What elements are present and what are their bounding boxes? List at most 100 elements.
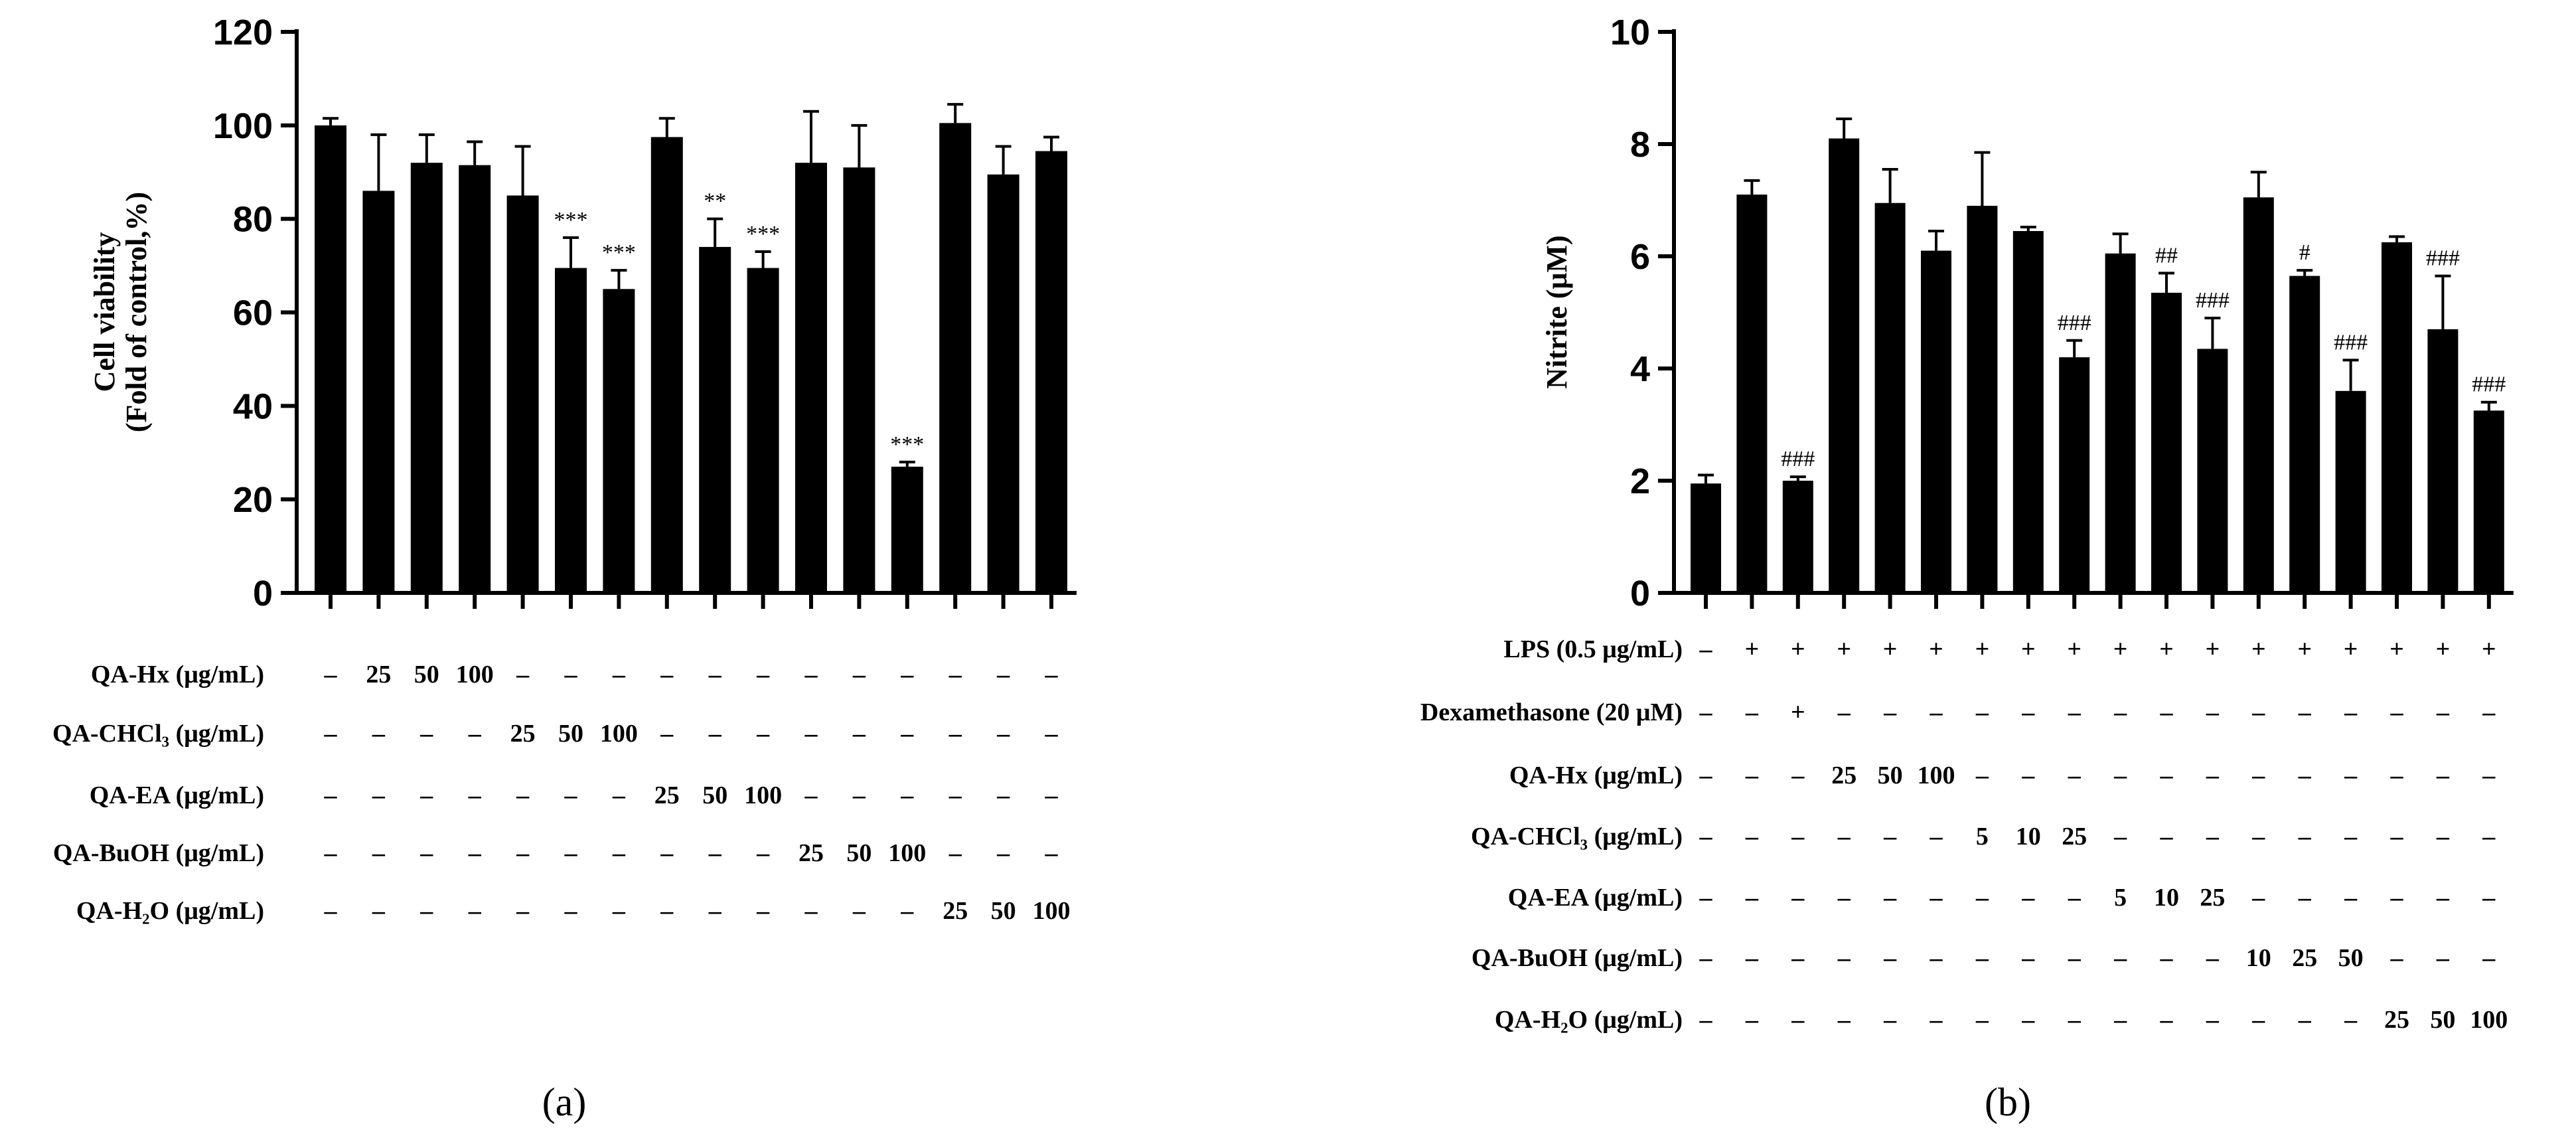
bar	[795, 163, 827, 593]
treatment-row-label: QA-Hx (μg/mL)	[1509, 762, 1683, 789]
treatment-cell: 100	[888, 839, 926, 867]
treatment-cell: –	[756, 661, 770, 689]
treatment-cell: +	[2021, 635, 2036, 663]
treatment-cell: –	[2251, 762, 2265, 789]
bar	[2427, 329, 2459, 593]
treatment-cell: –	[1975, 884, 1989, 912]
treatment-cell: –	[612, 781, 626, 809]
treatment-cell: –	[1745, 823, 1759, 851]
bar	[843, 167, 875, 594]
treatment-row-label: QA-CHCl₃ (μg/mL)	[1471, 823, 1683, 851]
treatment-cell: –	[1930, 944, 1943, 972]
treatment-cell: –	[516, 781, 530, 809]
y-axis-title: Nitrite (μM)	[1541, 235, 1573, 388]
treatment-cell: –	[1883, 823, 1897, 851]
treatment-cell: 10	[2016, 823, 2041, 851]
treatment-cell: 25	[366, 661, 391, 689]
treatment-cell: –	[900, 720, 914, 748]
y-tick-label: 8	[1630, 125, 1650, 165]
treatment-row-label: QA-BuOH (μg/mL)	[1472, 944, 1683, 972]
bar	[1921, 250, 1951, 593]
significance-marker: ###	[2334, 330, 2368, 355]
treatment-cell: –	[419, 720, 433, 748]
treatment-cell: –	[948, 781, 962, 809]
treatment-cell: –	[468, 720, 482, 748]
treatment-cell: –	[2298, 762, 2312, 789]
treatment-cell: 10	[2154, 884, 2179, 912]
treatment-cell: 25	[2200, 884, 2225, 912]
treatment-row-label: QA-CHCl₃ (μg/mL)	[52, 720, 264, 748]
treatment-cell: –	[996, 839, 1010, 867]
treatment-cell: 100	[744, 781, 782, 809]
treatment-cell: –	[324, 661, 338, 689]
treatment-cell: –	[372, 781, 386, 809]
bar	[2105, 253, 2136, 593]
treatment-cell: –	[1699, 762, 1713, 789]
treatment-row-label: QA-EA (μg/mL)	[90, 781, 264, 809]
significance-marker: ***	[746, 222, 780, 246]
bar	[603, 289, 635, 593]
treatment-cell: –	[2390, 762, 2404, 789]
treatment-cell: –	[612, 839, 626, 867]
treatment-cell: –	[1975, 698, 1989, 726]
treatment-cell: –	[2482, 884, 2496, 912]
treatment-cell: –	[1745, 944, 1759, 972]
treatment-cell: +	[2297, 635, 2312, 663]
y-tick-label: 80	[233, 200, 273, 240]
treatment-cell: –	[2298, 823, 2312, 851]
treatment-cell: –	[1791, 884, 1805, 912]
treatment-cell: –	[660, 839, 674, 867]
y-tick-label: 4	[1630, 349, 1650, 389]
treatment-cell: –	[900, 781, 914, 809]
treatment-cell: –	[372, 720, 386, 748]
treatment-cell: –	[564, 839, 578, 867]
treatment-cell: +	[1791, 698, 1805, 726]
treatment-cell: –	[516, 897, 530, 925]
bar	[891, 466, 923, 593]
treatment-cell: –	[756, 839, 770, 867]
treatment-cell: –	[804, 781, 818, 809]
treatment-cell: –	[2390, 698, 2404, 726]
bar	[1736, 195, 1768, 593]
bar	[2289, 276, 2320, 593]
treatment-cell: –	[1699, 884, 1713, 912]
y-tick-label: 0	[253, 574, 273, 613]
y-tick-label: 100	[213, 106, 273, 146]
treatment-cell: –	[2068, 884, 2082, 912]
treatment-cell: –	[1045, 781, 1059, 809]
treatment-cell: 5	[1976, 823, 1989, 851]
treatment-cell: –	[1745, 698, 1759, 726]
treatment-cell: –	[2251, 823, 2265, 851]
treatment-cell: –	[1837, 884, 1851, 912]
treatment-row-label: Dexamethasone (20 μM)	[1420, 698, 1683, 726]
treatment-cell: –	[1975, 944, 1989, 972]
bar	[1874, 203, 1906, 594]
treatment-cell: –	[2344, 1006, 2358, 1034]
significance-marker: ***	[602, 240, 636, 265]
treatment-cell: –	[2068, 1006, 2082, 1034]
chart-panel-0: 0 20 40 60 80 100 120 Cell viability (Fold of co…	[52, 13, 1077, 1124]
treatment-cell: –	[372, 897, 386, 925]
treatment-cell: –	[852, 781, 866, 809]
treatment-cell: –	[708, 661, 722, 689]
bar	[699, 246, 731, 594]
treatment-cell: –	[2436, 884, 2450, 912]
treatment-cell: –	[2436, 823, 2450, 851]
treatment-cell: +	[1745, 635, 1760, 663]
treatment-cell: –	[1791, 944, 1805, 972]
treatment-cell: –	[1883, 944, 1897, 972]
treatment-cell: –	[1837, 823, 1851, 851]
treatment-cell: –	[852, 897, 866, 925]
treatment-cell: –	[1791, 762, 1805, 789]
treatment-row-label: QA-Hx (μg/mL)	[91, 661, 264, 689]
treatment-cell: –	[708, 897, 722, 925]
treatment-cell: –	[2113, 762, 2127, 789]
treatment-cell: –	[1883, 884, 1897, 912]
treatment-cell: –	[2160, 698, 2174, 726]
treatment-cell: –	[2021, 884, 2035, 912]
treatment-cell: –	[996, 781, 1010, 809]
bar	[2197, 349, 2228, 593]
significance-marker: ##	[2155, 243, 2178, 268]
treatment-cell: –	[2113, 698, 2127, 726]
treatment-cell: –	[419, 839, 433, 867]
